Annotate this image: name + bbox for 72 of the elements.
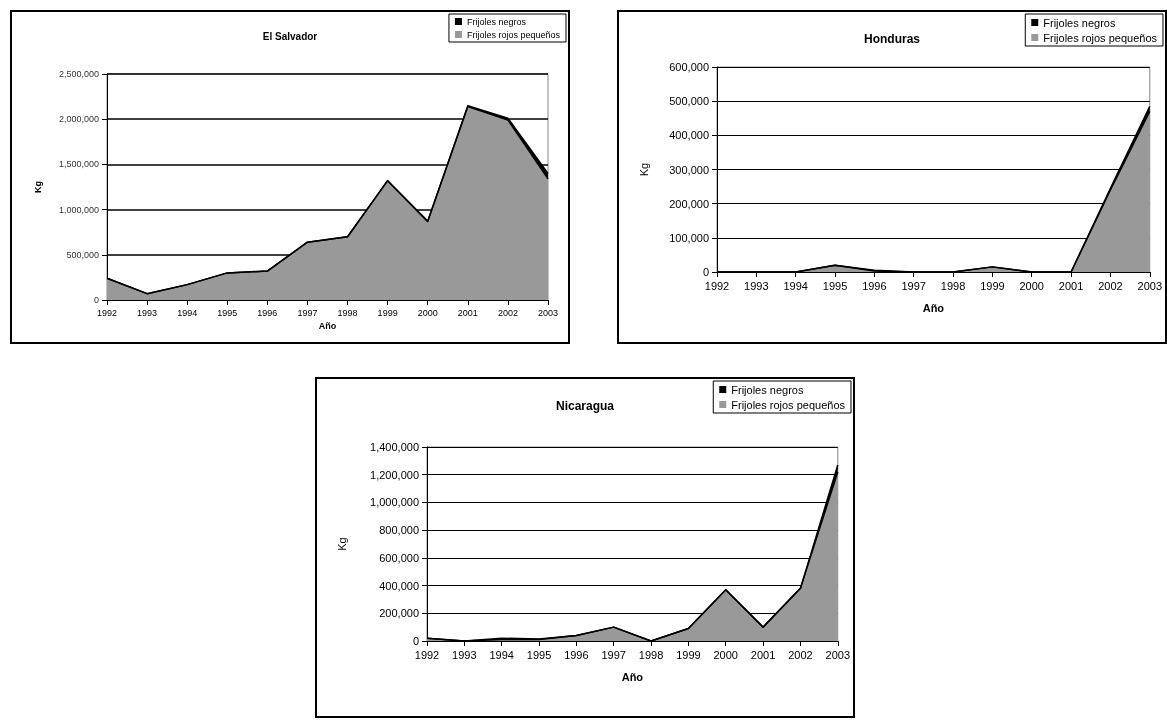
y-axis-title: Kg <box>637 162 650 177</box>
x-tick-label: 1998 <box>638 648 664 661</box>
y-tick-label: 1,000,000 <box>58 204 99 215</box>
x-tick-label: 1995 <box>526 648 552 661</box>
x-tick-label: 1999 <box>676 648 701 661</box>
legend-label: Frijoles negros <box>731 383 804 396</box>
legend-label: Frijoles negros <box>1043 16 1116 29</box>
x-tick-label: 1993 <box>452 648 477 661</box>
y-tick-label: 1,000,000 <box>370 496 419 509</box>
x-tick-label: 1993 <box>137 307 158 318</box>
x-axis-title: Año <box>318 321 337 332</box>
y-tick-label: 300,000 <box>669 163 709 176</box>
x-tick-label: 1992 <box>96 307 118 318</box>
x-tick-label: 2000 <box>713 648 738 661</box>
x-tick-label: 2003 <box>537 307 559 318</box>
y-tick-label: 0 <box>412 635 419 647</box>
y-tick-label: 200,000 <box>669 197 709 210</box>
x-tick-label: 1992 <box>414 648 440 661</box>
y-tick-label: 0 <box>702 266 709 278</box>
x-tick-label: 2003 <box>1137 279 1163 292</box>
y-tick-label: 600,000 <box>379 551 419 564</box>
chart-title: Nicaragua <box>555 399 615 413</box>
x-axis-title: Año <box>621 670 644 683</box>
x-tick-label: 2003 <box>825 648 851 661</box>
y-tick-label: 2,500,000 <box>58 69 99 79</box>
y-tick-label: 1,400,000 <box>370 441 419 453</box>
y-tick-label: 500,000 <box>66 249 99 260</box>
x-tick-label: 1996 <box>564 648 589 661</box>
x-tick-label: 1994 <box>489 648 514 661</box>
x-tick-label: 1997 <box>297 307 318 318</box>
x-tick-label: 1999 <box>377 307 398 318</box>
chart-title: El Salvador <box>262 30 318 42</box>
x-tick-label: 1999 <box>980 279 1005 292</box>
y-tick-label: 1,200,000 <box>370 468 419 481</box>
x-tick-label: 1994 <box>783 279 808 292</box>
x-tick-label: 2001 <box>1058 279 1084 292</box>
x-tick-label: 2000 <box>1019 279 1044 292</box>
x-tick-label: 2002 <box>788 648 813 661</box>
x-tick-label: 1993 <box>744 279 769 292</box>
y-axis-title: Kg <box>32 181 43 193</box>
y-tick-label: 800,000 <box>379 524 419 537</box>
x-tick-label: 1994 <box>177 307 198 318</box>
legend-label: Frijoles rojos pequeños <box>466 29 561 40</box>
x-tick-label: 1995 <box>822 279 848 292</box>
x-tick-label: 2002 <box>497 307 518 318</box>
x-tick-label: 2000 <box>417 307 438 318</box>
x-tick-label: 1996 <box>257 307 278 318</box>
legend-label: Frijoles negros <box>466 16 527 27</box>
y-axis-title: Kg <box>335 537 348 551</box>
y-tick-label: 400,000 <box>379 579 419 592</box>
x-tick-label: 1996 <box>862 279 887 292</box>
y-tick-label: 0 <box>93 295 99 305</box>
y-tick-label: 1,500,000 <box>58 159 99 170</box>
x-tick-label: 2001 <box>457 307 478 318</box>
x-axis-title: Año <box>922 301 945 314</box>
x-tick-label: 1998 <box>337 307 358 318</box>
legend-label: Frijoles rojos pequeños <box>1043 31 1158 44</box>
x-tick-label: 1998 <box>940 279 966 292</box>
y-tick-label: 400,000 <box>669 129 709 142</box>
x-tick-label: 2001 <box>750 648 776 661</box>
legend-label: Frijoles rojos pequeños <box>731 398 846 411</box>
y-tick-label: 2,000,000 <box>58 114 99 125</box>
y-tick-label: 100,000 <box>669 231 709 244</box>
y-tick-label: 200,000 <box>379 607 419 620</box>
x-tick-label: 1997 <box>601 648 626 661</box>
x-tick-label: 1992 <box>704 279 730 292</box>
chart-title: Honduras <box>863 32 921 46</box>
x-tick-label: 1997 <box>901 279 926 292</box>
y-tick-label: 500,000 <box>669 95 709 108</box>
x-tick-label: 1995 <box>217 307 238 318</box>
y-tick-label: 600,000 <box>669 61 709 73</box>
x-tick-label: 2002 <box>1098 279 1123 292</box>
